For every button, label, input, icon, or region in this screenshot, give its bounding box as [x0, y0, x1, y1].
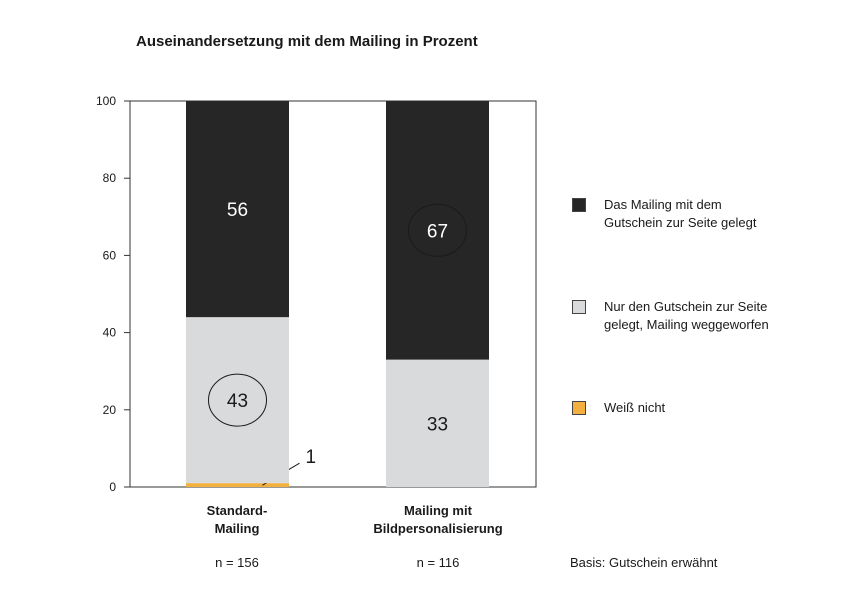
plot-frame	[129, 100, 537, 488]
y-tick-label: 100	[96, 94, 116, 108]
chart-title: Auseinandersetzung mit dem Mailing in Pr…	[136, 33, 478, 50]
highlight-circle	[208, 373, 267, 427]
sample-size-bildpersonalisierung: n = 116	[416, 555, 460, 570]
data-label: 1	[306, 447, 317, 468]
category-label-bildpersonalisierung: Mailing mit Bildpersonalisierung	[338, 502, 538, 538]
category-label-text: Standard- Mailing	[206, 503, 268, 536]
bar-segment	[386, 101, 489, 360]
category-label-text: Mailing mit Bildpersonalisierung	[373, 503, 503, 536]
y-tick-label: 20	[103, 403, 117, 417]
data-label: 67	[427, 221, 448, 242]
bar-segment	[186, 483, 289, 487]
data-label: 33	[427, 414, 448, 435]
sample-size-standard: n = 156	[215, 555, 259, 570]
y-tick-label: 60	[103, 248, 117, 262]
legend-label: Weiß nicht	[604, 400, 666, 415]
data-label: 56	[227, 200, 248, 221]
highlight-circle	[408, 203, 467, 257]
y-tick-label: 80	[103, 171, 117, 185]
data-label: 43	[227, 391, 248, 412]
legend-swatch-orange	[572, 401, 586, 415]
legend-swatch-light	[572, 300, 586, 314]
bar-segment	[186, 317, 289, 484]
legend-swatch-dark	[572, 198, 586, 212]
category-label-standard: Standard- Mailing	[137, 502, 337, 538]
y-tick-label: 40	[103, 326, 117, 340]
bar-segment	[186, 101, 289, 318]
legend-item-mailing-zur-seite: Das Mailing mit dem Gutschein zur Seite …	[572, 196, 772, 232]
bar-segment	[386, 359, 489, 487]
y-tick-label: 0	[109, 480, 116, 494]
legend-label: Nur den Gutschein zur Seite gelegt, Mail…	[604, 299, 769, 332]
legend-item-weiss-nicht: Weiß nicht	[572, 399, 772, 417]
legend-item-gutschein-zur-seite: Nur den Gutschein zur Seite gelegt, Mail…	[572, 298, 772, 334]
legend-label: Das Mailing mit dem Gutschein zur Seite …	[604, 197, 757, 230]
basis-note: Basis: Gutschein erwähnt	[570, 555, 718, 570]
